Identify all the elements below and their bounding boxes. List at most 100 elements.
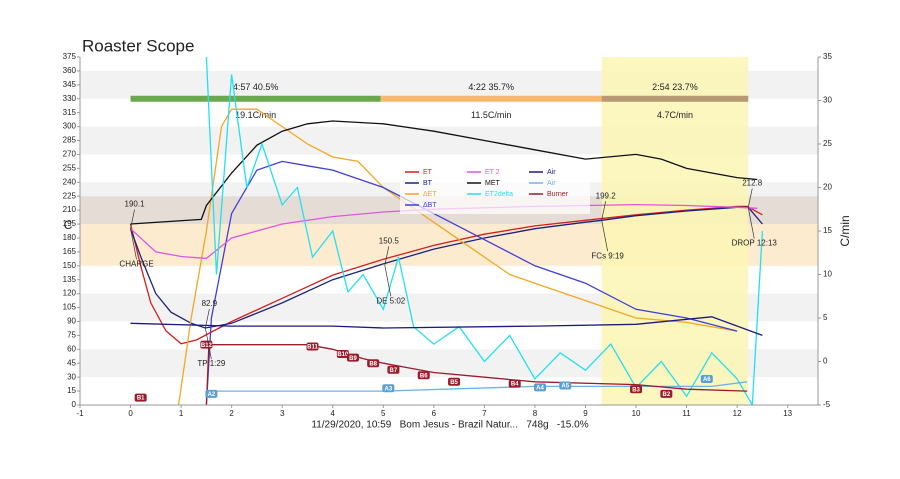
- annotation-value: 150.5: [379, 236, 400, 245]
- legend-label: Air: [547, 180, 556, 187]
- event-marker: [346, 353, 359, 362]
- event-label: B6: [420, 373, 428, 379]
- y-tick-label: 75: [67, 331, 76, 340]
- x-tick-label: 6: [432, 409, 437, 418]
- y2-tick-label: 35: [823, 52, 832, 61]
- y-tick-label: 375: [63, 52, 77, 61]
- annotation-label: TP 1:29: [197, 359, 225, 368]
- annotation-leader: [747, 207, 755, 239]
- event-marker: [134, 393, 147, 402]
- y2-tick-label: 5: [823, 313, 828, 322]
- annotation-leader: [205, 308, 210, 329]
- y-tick-label: 195: [63, 219, 77, 228]
- event-marker: [660, 389, 673, 398]
- phase-bar: [380, 95, 602, 102]
- y2-tick-label: -5: [823, 400, 831, 409]
- phase-bar: [601, 95, 749, 102]
- event-marker: [417, 371, 430, 380]
- y2-tick-label: 20: [823, 183, 832, 192]
- event-label: B1: [137, 396, 145, 402]
- legend-label: ΔBT: [423, 202, 437, 209]
- event-label: B7: [390, 368, 398, 374]
- annotation-leader: [601, 220, 608, 252]
- y2-axis-label: C/min: [838, 215, 852, 246]
- x-tick-label: 8: [533, 409, 538, 418]
- y-tick-label: 90: [67, 317, 76, 326]
- legend-label: Burner: [547, 191, 569, 198]
- series-line: [130, 316, 763, 337]
- event-label: A3: [385, 386, 393, 392]
- phase-rate-label: 19.1C/min: [235, 110, 276, 120]
- plot-background: [80, 57, 818, 405]
- event-marker: [205, 389, 218, 398]
- x-tick-label: 0: [128, 409, 133, 418]
- legend-label: ET2delta: [485, 191, 513, 198]
- event-marker: [306, 342, 319, 351]
- phase-rate-label: 11.5C/min: [471, 110, 511, 120]
- annotation-label: DE 5:02: [376, 296, 405, 305]
- event-marker: [559, 381, 572, 390]
- phase-rate-label: 4.7C/min: [657, 110, 693, 120]
- series-line: [129, 206, 763, 329]
- y-tick-label: 285: [63, 136, 77, 145]
- event-label: A4: [536, 385, 544, 391]
- event-marker: [448, 377, 461, 386]
- legend-label: MET: [485, 180, 501, 187]
- y-tick-label: 330: [63, 94, 77, 103]
- annotation-leader: [747, 188, 753, 208]
- y-tick-label: 60: [67, 344, 76, 353]
- event-marker: [382, 384, 395, 393]
- x-tick-label: 3: [280, 409, 285, 418]
- y-tick-label: 270: [63, 150, 77, 159]
- x-tick-label: 11: [682, 409, 691, 418]
- y2-tick-label: 30: [823, 96, 832, 105]
- y-tick-label: 315: [63, 108, 77, 117]
- event-label: B12: [201, 343, 213, 349]
- x-tick-label: 10: [632, 409, 641, 418]
- x-tick-label: 9: [583, 409, 588, 418]
- y2-tick-label: 15: [823, 226, 832, 235]
- plot-area: 4:57 40.5% 19.1C/min 4:22 35.7% 11.5C/min 2:…: [129, 57, 764, 405]
- y-tick-label: 225: [63, 191, 77, 200]
- annotation-value: 212.8: [742, 179, 763, 188]
- event-label: A5: [561, 384, 569, 390]
- legend-label: BT: [423, 180, 433, 187]
- y-tick-label: 15: [67, 386, 76, 395]
- legend-label: ΔET: [423, 191, 437, 198]
- x-tick-label: 2: [229, 409, 234, 418]
- legend-label: Air: [547, 169, 556, 176]
- annotation-leader: [384, 246, 390, 266]
- legend-label: ET 2: [485, 169, 500, 176]
- x-tick-label: 5: [381, 409, 386, 418]
- y-tick-label: 360: [63, 66, 77, 75]
- x-tick-label: 1: [179, 409, 184, 418]
- annotation-label: CHARGE: [119, 260, 153, 269]
- event-marker: [336, 349, 349, 358]
- y-axis-label: C: [64, 218, 73, 232]
- series-line: [129, 205, 763, 345]
- y-tick-label: 150: [63, 261, 77, 270]
- event-marker: [508, 379, 521, 388]
- y-tick-label: 120: [63, 289, 77, 298]
- annotation-value: 82.9: [202, 299, 218, 308]
- phase-highlight: [601, 57, 749, 405]
- annotation-label: FCs 9:19: [591, 251, 624, 260]
- annotation-label: DROP 12:13: [732, 239, 778, 248]
- phase-label: 4:22 35.7%: [468, 82, 514, 92]
- x-tick-label: 4: [331, 409, 336, 418]
- chart-title: Roaster Scope: [82, 36, 194, 55]
- y2-tick-label: 0: [823, 357, 828, 366]
- y-tick-label: 165: [63, 247, 77, 256]
- y-tick-label: 255: [63, 163, 77, 172]
- annotation-value: 199.2: [596, 191, 617, 200]
- event-marker: [533, 383, 546, 392]
- event-label: A6: [703, 377, 711, 383]
- legend-label: ET: [423, 169, 433, 176]
- series-line: [205, 57, 764, 405]
- y-tick-label: 345: [63, 80, 77, 89]
- y-tick-label: 135: [63, 275, 77, 284]
- y2-tick-label: 25: [823, 139, 832, 148]
- x-tick-label: 7: [482, 409, 487, 418]
- event-label: A2: [208, 392, 216, 398]
